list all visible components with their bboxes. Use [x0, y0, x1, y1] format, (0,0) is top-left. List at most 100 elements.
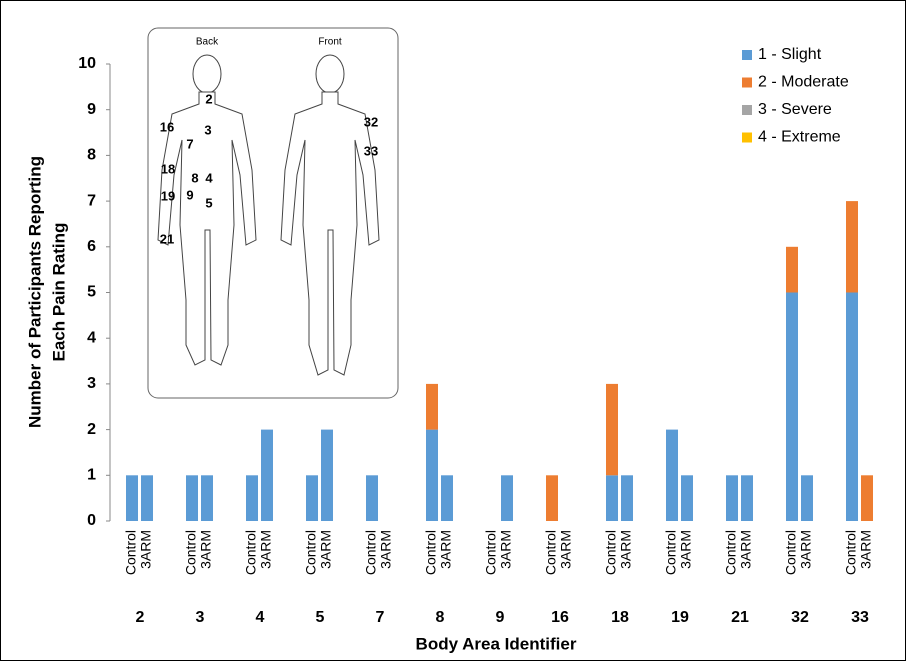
sub-label: Control: [843, 530, 859, 575]
inset-label: 7: [186, 136, 193, 151]
sub-label: 3ARM: [198, 530, 214, 569]
y-tick-label: 7: [87, 192, 96, 209]
inset-label: 19: [161, 188, 175, 203]
sub-label: 3ARM: [858, 530, 874, 569]
bar-segment: [726, 475, 738, 521]
sub-label: Control: [303, 530, 319, 575]
inset-label: 16: [160, 119, 174, 134]
sub-label: 3ARM: [498, 530, 514, 569]
legend-swatch: [742, 105, 752, 115]
y-tick-label: 10: [78, 55, 96, 72]
bar-segment: [786, 247, 798, 293]
x-tick-label: 3: [196, 609, 205, 626]
inset-back: Back: [196, 37, 219, 48]
bar-segment: [546, 475, 558, 521]
y-tick-label: 9: [87, 101, 96, 118]
sub-label: Control: [603, 530, 619, 575]
bar-segment: [201, 475, 213, 521]
bar-segment: [786, 293, 798, 522]
bar-segment: [666, 430, 678, 521]
x-tick-label: 33: [851, 609, 869, 626]
sub-label: Control: [483, 530, 499, 575]
sub-label: 3ARM: [798, 530, 814, 569]
sub-label: 3ARM: [438, 530, 454, 569]
inset-front: Front: [318, 37, 342, 48]
x-tick-label: 8: [436, 609, 445, 626]
bar-segment: [846, 293, 858, 522]
bar-segment: [441, 475, 453, 521]
y-tick-label: 2: [87, 421, 96, 438]
x-tick-label: 4: [256, 609, 265, 626]
bar-segment: [801, 475, 813, 521]
bar-segment: [126, 475, 138, 521]
bar-segment: [741, 475, 753, 521]
legend-swatch: [742, 133, 752, 143]
y-tick-label: 4: [87, 329, 96, 346]
bar-segment: [261, 430, 273, 521]
y-tick-label: 6: [87, 238, 96, 255]
x-tick-label: 7: [376, 609, 385, 626]
sub-label: Control: [663, 530, 679, 575]
x-tick-label: 21: [731, 609, 749, 626]
legend-label: 3 - Severe: [758, 101, 832, 118]
inset-label: 8: [191, 170, 198, 185]
sub-label: 3ARM: [258, 530, 274, 569]
sub-label: Control: [363, 530, 379, 575]
inset-label: 21: [160, 231, 174, 246]
bar-segment: [366, 475, 378, 521]
bar-segment: [846, 201, 858, 292]
bar-segment: [426, 384, 438, 430]
bar-segment: [681, 475, 693, 521]
inset-label: 4: [205, 170, 213, 185]
sub-label: Control: [423, 530, 439, 575]
y-tick-label: 5: [87, 284, 96, 301]
bar-segment: [861, 475, 873, 521]
y-tick-label: 1: [87, 467, 96, 484]
legend-label: 2 - Moderate: [758, 74, 849, 91]
sub-label: 3ARM: [558, 530, 574, 569]
sub-label: Control: [183, 530, 199, 575]
sub-label: Control: [123, 530, 139, 575]
sub-label: 3ARM: [678, 530, 694, 569]
inset-label: 5: [205, 195, 212, 210]
bar-segment: [606, 384, 618, 475]
bar-segment: [141, 475, 153, 521]
legend-swatch: [742, 50, 752, 60]
x-tick-label: 18: [611, 609, 629, 626]
sub-label: Control: [723, 530, 739, 575]
inset-label: 2: [205, 91, 212, 106]
bar-segment: [321, 430, 333, 521]
x-tick-label: 19: [671, 609, 689, 626]
sub-label: Control: [783, 530, 799, 575]
sub-label: 3ARM: [318, 530, 334, 569]
sub-label: Control: [243, 530, 259, 575]
y-tick-label: 0: [87, 512, 96, 529]
bar-segment: [606, 475, 618, 521]
y-axis-label: Each Pain Rating: [49, 223, 68, 362]
x-tick-label: 16: [551, 609, 569, 626]
inset-label: 3: [204, 122, 211, 137]
y-tick-label: 8: [87, 147, 96, 164]
legend-label: 4 - Extreme: [758, 129, 841, 146]
legend-swatch: [742, 78, 752, 88]
inset-label: 9: [186, 187, 193, 202]
legend-label: 1 - Slight: [758, 46, 822, 63]
x-axis-label: Body Area Identifier: [416, 634, 577, 653]
bar-segment: [186, 475, 198, 521]
y-tick-label: 3: [87, 375, 96, 392]
sub-label: 3ARM: [618, 530, 634, 569]
sub-label: 3ARM: [378, 530, 394, 569]
inset-label: 32: [364, 114, 378, 129]
inset-label: 33: [364, 143, 378, 158]
sub-label: Control: [543, 530, 559, 575]
inset-label: 18: [161, 161, 175, 176]
x-tick-label: 9: [496, 609, 505, 626]
x-tick-label: 32: [791, 609, 809, 626]
sub-label: 3ARM: [138, 530, 154, 569]
bar-segment: [501, 475, 513, 521]
bar-segment: [306, 475, 318, 521]
bar-segment: [621, 475, 633, 521]
chart: Back Front 2371618841995213233 Number of…: [0, 0, 906, 661]
y-axis-label: Number of Participants Reporting: [25, 156, 44, 428]
